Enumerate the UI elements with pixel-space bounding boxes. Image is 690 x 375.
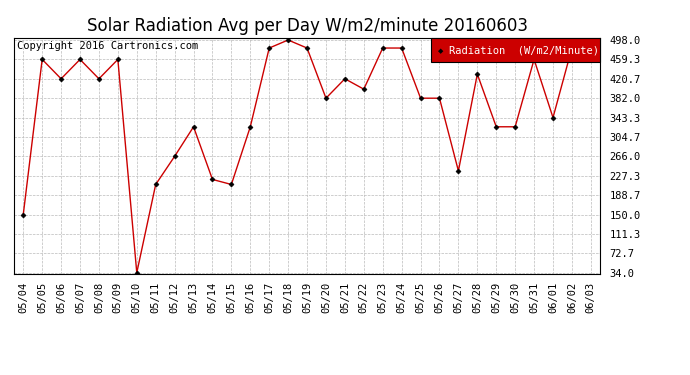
Title: Solar Radiation Avg per Day W/m2/minute 20160603: Solar Radiation Avg per Day W/m2/minute …	[86, 16, 528, 34]
Text: Radiation  (W/m2/Minute): Radiation (W/m2/Minute)	[449, 46, 599, 56]
Text: Copyright 2016 Cartronics.com: Copyright 2016 Cartronics.com	[17, 41, 199, 51]
Text: ◆: ◆	[438, 48, 444, 54]
